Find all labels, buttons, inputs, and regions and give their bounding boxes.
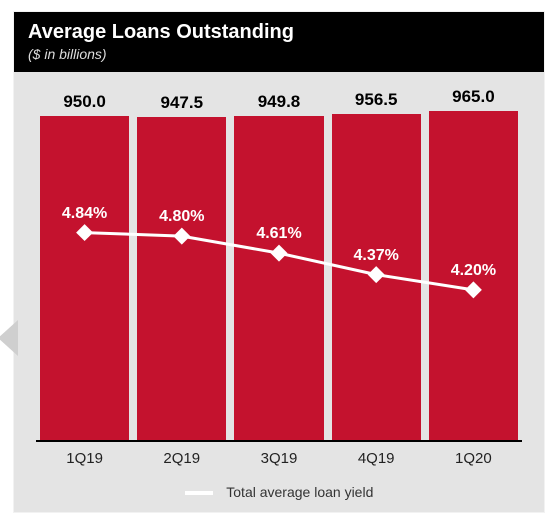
- legend-text: Total average loan yield: [226, 484, 373, 500]
- chart-header: Average Loans Outstanding ($ in billions…: [14, 12, 544, 72]
- chart-card: Average Loans Outstanding ($ in billions…: [14, 12, 544, 512]
- legend: Total average loan yield: [14, 484, 544, 500]
- yield-line: [36, 84, 522, 442]
- x-axis: [36, 440, 522, 442]
- x-axis-label: 1Q20: [425, 450, 522, 467]
- chart-title: Average Loans Outstanding: [28, 20, 530, 44]
- yield-point-label: 4.80%: [159, 208, 204, 226]
- legend-swatch: [185, 491, 213, 495]
- x-axis-label: 3Q19: [230, 450, 327, 467]
- plot-area: 950.0947.5949.8956.5965.0 4.84%4.80%4.61…: [36, 84, 522, 442]
- x-axis-labels: 1Q192Q193Q194Q191Q20: [36, 450, 522, 472]
- chart-subtitle: ($ in billions): [28, 46, 530, 62]
- yield-point-label: 4.84%: [62, 205, 107, 223]
- x-axis-label: 1Q19: [36, 450, 133, 467]
- x-axis-label: 4Q19: [328, 450, 425, 467]
- yield-point-label: 4.61%: [256, 225, 301, 243]
- x-axis-label: 2Q19: [133, 450, 230, 467]
- prev-triangle-icon[interactable]: [0, 320, 18, 356]
- yield-point-label: 4.37%: [354, 247, 399, 265]
- yield-point-label: 4.20%: [451, 262, 496, 280]
